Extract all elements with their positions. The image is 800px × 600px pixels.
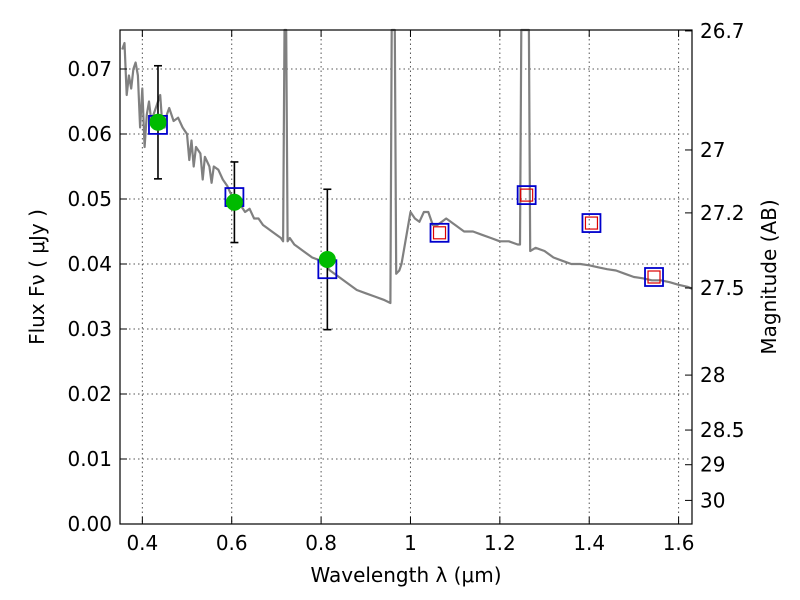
axis-ticks	[120, 30, 692, 525]
x-tick-labels: 0.4 0.6 0.8 1 1.2 1.4 1.6	[126, 531, 694, 555]
y-tick-label: 0.02	[67, 382, 112, 406]
model-point-inner-box	[520, 188, 534, 202]
model-point-inner-box	[432, 226, 447, 240]
x-tick-label: 1.4	[573, 531, 605, 555]
y-tick-label: 0.06	[67, 122, 112, 146]
y2-tick-label: 28	[700, 363, 725, 387]
y2-tick-label: 28.5	[700, 418, 745, 442]
y2-tick-label: 27	[700, 138, 725, 162]
x-axis-label: Wavelength λ (μm)	[310, 563, 501, 587]
plot-area	[121, 28, 693, 331]
axes-frame	[119, 29, 693, 525]
y2-tick-label: 27.5	[700, 276, 745, 300]
y-tick-label: 0.05	[67, 187, 112, 211]
y2-axis-label: Magnitude (AB)	[757, 199, 781, 354]
y-tick-label: 0.07	[67, 57, 112, 81]
y-axis-label: Flux Fν ( μJy )	[25, 209, 49, 345]
y-tick-label: 0.00	[67, 512, 112, 536]
model-point-box	[429, 222, 450, 243]
y2-tick-label: 26.7	[700, 19, 745, 43]
model-spectrum-line	[121, 28, 693, 305]
observed-point	[225, 193, 243, 211]
y2-tick-label: 29	[700, 453, 725, 477]
model-point-box	[581, 213, 602, 233]
y2-tick-label: 27.2	[700, 201, 745, 225]
x-tick-label: 0.6	[216, 531, 248, 555]
y2-tick-label: 30	[700, 488, 725, 512]
model-point-box	[516, 185, 537, 206]
x-tick-label: 1.6	[663, 531, 695, 555]
model-point-inner-box	[647, 270, 661, 284]
model-photometry-boxes	[148, 115, 664, 287]
y-tick-label: 0.03	[67, 317, 112, 341]
observed-point	[318, 250, 336, 268]
x-tick-label: 0.4	[126, 531, 158, 555]
y-tick-label: 0.01	[67, 447, 112, 471]
observed-point	[149, 113, 167, 131]
model-point-inner-box	[584, 216, 599, 230]
x-tick-label: 1	[404, 531, 417, 555]
x-tick-label: 1.2	[484, 531, 516, 555]
observed-points	[149, 113, 336, 268]
model-point-box	[644, 267, 664, 287]
y-tick-label: 0.04	[67, 252, 112, 276]
x-tick-label: 0.8	[305, 531, 337, 555]
y-tick-labels: 0.00 0.01 0.02 0.03 0.04 0.05 0.06 0.07	[67, 57, 112, 536]
y2-tick-labels: 26.7 27 27.2 27.5 28 28.5 29 30	[700, 19, 745, 512]
